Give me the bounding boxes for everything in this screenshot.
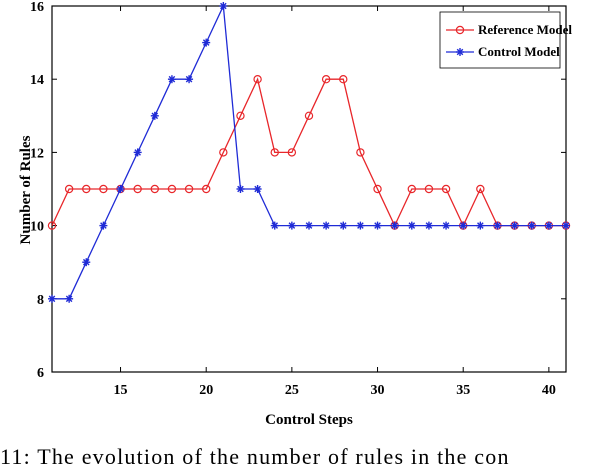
data-point xyxy=(459,221,468,230)
legend: Reference Model Control Model xyxy=(439,11,572,69)
figure-caption: 11: The evolution of the number of rules… xyxy=(0,444,510,469)
legend-label: Reference Model xyxy=(478,22,572,37)
data-point xyxy=(390,221,399,230)
y-tick-label: 10 xyxy=(30,220,44,235)
data-point xyxy=(442,221,451,230)
y-tick-label: 6 xyxy=(37,366,44,381)
data-point xyxy=(373,184,382,194)
data-point xyxy=(236,111,245,121)
data-point xyxy=(133,148,142,157)
data-point xyxy=(236,185,245,193)
y-tick-label: 12 xyxy=(30,146,44,161)
data-point xyxy=(99,184,108,194)
data-point xyxy=(202,38,211,47)
data-point xyxy=(116,185,125,193)
data-point xyxy=(82,258,91,267)
legend-marker xyxy=(456,48,464,56)
data-point xyxy=(185,75,194,84)
data-point xyxy=(424,184,434,194)
x-tick-label: 35 xyxy=(456,383,470,398)
data-point xyxy=(322,221,331,230)
data-point xyxy=(270,221,279,230)
x-axis-title: Control Steps xyxy=(265,412,353,428)
data-point xyxy=(253,74,262,84)
data-point xyxy=(407,221,416,230)
data-point xyxy=(219,2,228,10)
series-line xyxy=(51,77,566,228)
data-point xyxy=(201,184,211,194)
x-tick-label: 20 xyxy=(199,383,213,398)
y-tick-label: 16 xyxy=(30,0,44,15)
axis-ticks: 15 20 25 30 35 40 6 8 10 12 14 16 xyxy=(30,0,566,398)
data-point xyxy=(150,111,159,120)
data-point xyxy=(527,221,536,230)
data-point xyxy=(150,184,159,194)
data-point xyxy=(493,221,502,230)
series-layer xyxy=(47,2,571,303)
data-point xyxy=(304,111,314,121)
x-tick-label: 40 xyxy=(542,383,556,398)
y-tick-label: 8 xyxy=(37,293,44,308)
plot-frame xyxy=(51,5,567,373)
data-point xyxy=(305,221,313,230)
data-point xyxy=(133,184,142,194)
x-tick-label: 15 xyxy=(114,383,128,398)
data-point xyxy=(562,221,570,230)
data-point xyxy=(287,221,296,230)
data-point xyxy=(167,184,177,194)
data-point xyxy=(424,221,433,230)
data-point xyxy=(339,74,348,84)
legend-entry: Reference Model xyxy=(446,22,572,37)
data-point xyxy=(184,184,194,194)
series-control-model xyxy=(48,2,570,303)
data-point xyxy=(65,294,74,303)
data-point xyxy=(321,74,331,84)
legend-entry: Control Model xyxy=(446,44,560,59)
data-point xyxy=(510,221,519,230)
data-point xyxy=(219,148,228,157)
data-point xyxy=(476,221,485,230)
data-point xyxy=(287,148,297,157)
data-point xyxy=(476,184,485,194)
data-point xyxy=(47,221,57,230)
data-point xyxy=(48,294,56,303)
data-point xyxy=(253,185,262,193)
data-point xyxy=(82,184,91,194)
data-point xyxy=(544,221,553,230)
data-point xyxy=(64,184,74,194)
data-point xyxy=(99,221,108,230)
data-point xyxy=(270,148,279,157)
x-tick-label: 30 xyxy=(371,383,385,398)
series-reference-model xyxy=(47,74,571,230)
x-tick-label: 25 xyxy=(285,383,299,398)
data-point xyxy=(356,221,365,230)
data-point xyxy=(373,221,382,230)
data-point xyxy=(441,184,451,194)
y-axis-title: Number of Rules xyxy=(18,135,34,244)
data-point xyxy=(339,221,348,230)
data-point xyxy=(167,75,176,84)
legend-marker xyxy=(455,25,465,35)
data-point xyxy=(356,148,365,157)
legend-label: Control Model xyxy=(478,44,560,59)
y-tick-label: 14 xyxy=(30,73,44,88)
data-point xyxy=(407,184,416,194)
legend-box xyxy=(439,11,561,69)
